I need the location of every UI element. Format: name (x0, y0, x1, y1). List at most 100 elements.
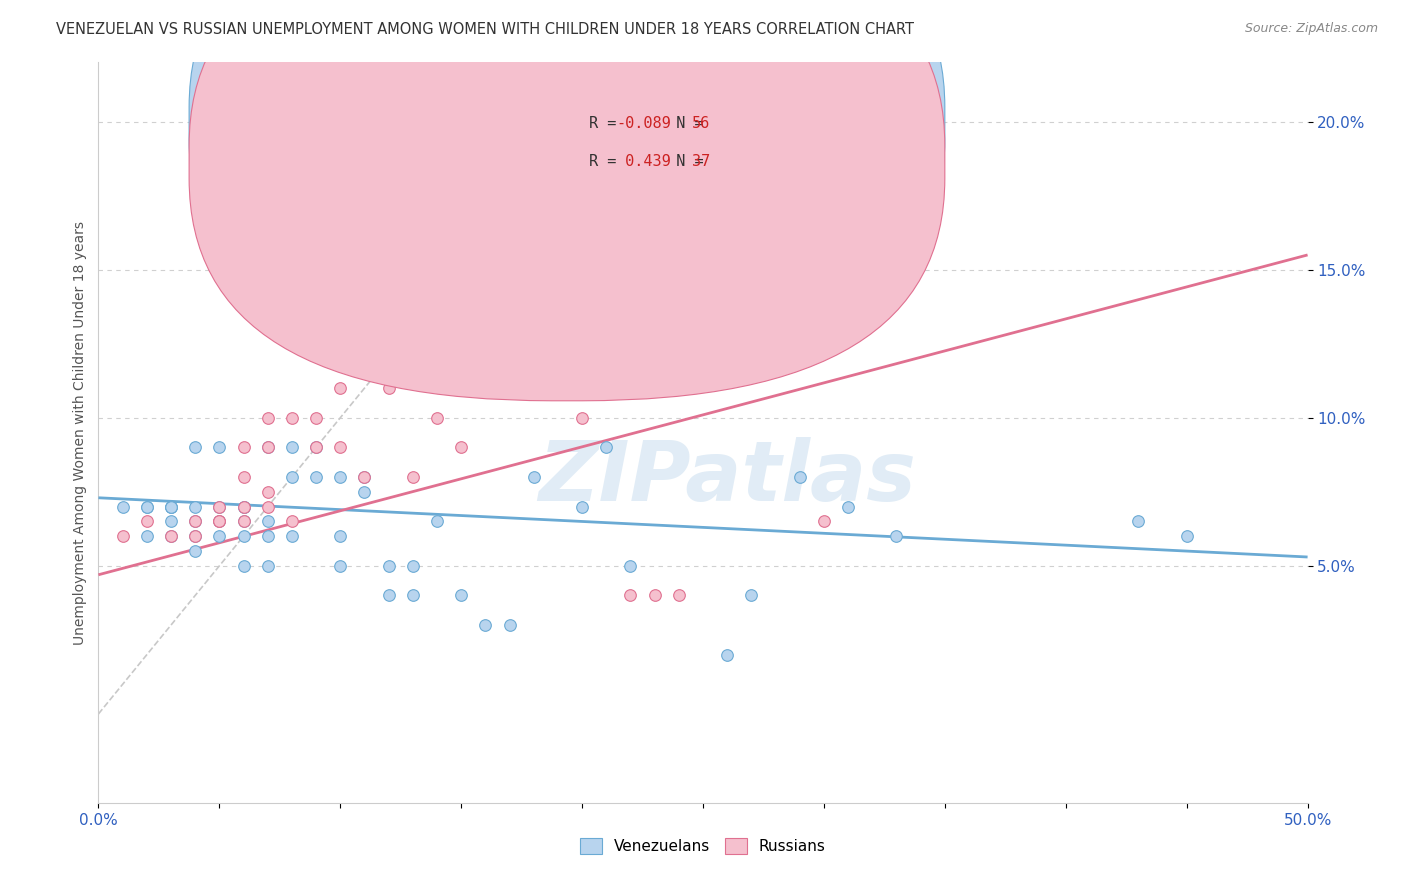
Point (329, 529, 352, 543)
Point (208, 529, 231, 543)
Point (886, 529, 908, 543)
FancyBboxPatch shape (527, 85, 818, 192)
Point (184, 441, 207, 455)
Point (135, 500, 157, 514)
Point (256, 441, 278, 455)
Point (426, 262, 449, 277)
Point (160, 500, 183, 514)
Point (450, 441, 472, 455)
Point (184, 529, 207, 543)
Point (184, 544, 207, 558)
Point (208, 515, 231, 529)
Text: N =: N = (658, 154, 713, 169)
Point (256, 558, 278, 573)
Point (256, 484, 278, 499)
Point (402, 558, 425, 573)
Point (232, 441, 254, 455)
Point (305, 441, 328, 455)
Point (595, 441, 617, 455)
Point (402, 470, 425, 484)
Point (498, 293, 520, 307)
Point (571, 500, 593, 514)
Point (281, 441, 304, 455)
Point (208, 500, 231, 514)
Point (281, 515, 304, 529)
Point (135, 529, 157, 543)
Point (135, 515, 157, 529)
Legend: Venezuelans, Russians: Venezuelans, Russians (572, 830, 834, 862)
Point (184, 529, 207, 543)
Point (184, 515, 207, 529)
Text: 0.439: 0.439 (616, 154, 671, 169)
Point (281, 470, 304, 484)
Point (813, 515, 835, 529)
Point (1128, 515, 1150, 529)
Point (353, 470, 375, 484)
Point (281, 410, 304, 425)
Point (837, 500, 859, 514)
Point (329, 441, 352, 455)
Point (232, 500, 254, 514)
Point (281, 529, 304, 543)
Point (523, 145, 546, 159)
Point (402, 589, 425, 603)
FancyBboxPatch shape (190, 0, 945, 362)
Point (377, 558, 399, 573)
Point (305, 470, 328, 484)
Text: R =: R = (589, 154, 636, 169)
Point (329, 381, 352, 395)
Point (571, 410, 593, 425)
Point (160, 500, 183, 514)
Point (281, 322, 304, 336)
Text: ZIPatlas: ZIPatlas (538, 436, 917, 517)
Point (232, 529, 254, 543)
Y-axis label: Unemployment Among Women with Children Under 18 years: Unemployment Among Women with Children U… (73, 220, 87, 645)
Point (111, 529, 134, 543)
Point (160, 515, 183, 529)
Text: R =: R = (589, 116, 626, 130)
Point (353, 470, 375, 484)
Point (353, 484, 375, 499)
Point (716, 648, 738, 662)
Point (498, 618, 520, 632)
Point (619, 558, 641, 573)
Point (256, 441, 278, 455)
Point (305, 410, 328, 425)
Point (232, 558, 254, 573)
Point (208, 441, 231, 455)
Point (305, 441, 328, 455)
Point (426, 410, 449, 425)
Point (256, 410, 278, 425)
Point (184, 515, 207, 529)
Point (377, 381, 399, 395)
Text: N =: N = (658, 116, 713, 130)
Text: -0.089: -0.089 (616, 116, 671, 130)
Point (256, 515, 278, 529)
Point (644, 589, 666, 603)
Point (232, 500, 254, 514)
Point (256, 500, 278, 514)
Point (232, 515, 254, 529)
Text: 37: 37 (692, 154, 710, 169)
Text: Source: ZipAtlas.com: Source: ZipAtlas.com (1244, 22, 1378, 36)
Point (668, 589, 690, 603)
Point (329, 558, 352, 573)
Point (740, 589, 762, 603)
Point (160, 529, 183, 543)
Point (208, 515, 231, 529)
Point (111, 500, 134, 514)
Point (232, 515, 254, 529)
Point (208, 515, 231, 529)
Point (619, 589, 641, 603)
Point (329, 470, 352, 484)
Point (426, 515, 449, 529)
Point (135, 500, 157, 514)
Point (160, 500, 183, 514)
FancyBboxPatch shape (190, 0, 945, 401)
Point (450, 589, 472, 603)
Point (1175, 529, 1198, 543)
Point (523, 470, 546, 484)
Point (232, 470, 254, 484)
Text: VENEZUELAN VS RUSSIAN UNEMPLOYMENT AMONG WOMEN WITH CHILDREN UNDER 18 YEARS CORR: VENEZUELAN VS RUSSIAN UNEMPLOYMENT AMONG… (56, 22, 914, 37)
Point (208, 500, 231, 514)
